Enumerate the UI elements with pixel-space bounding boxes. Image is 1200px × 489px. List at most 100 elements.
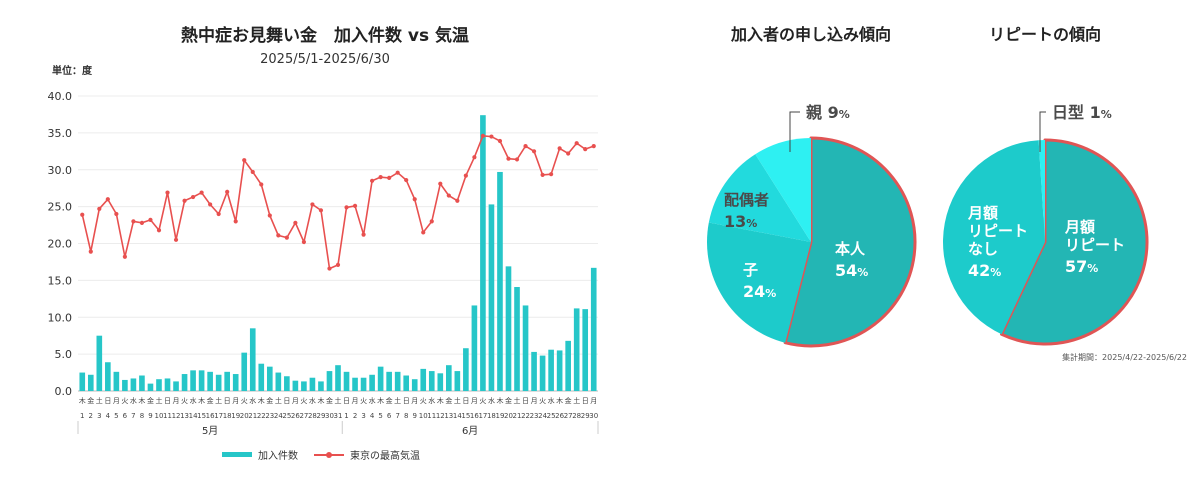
line-point — [225, 189, 230, 194]
bar — [531, 351, 537, 391]
line-point — [156, 228, 162, 233]
pie1-title: 加入者の申し込み傾向 — [730, 25, 891, 44]
bar — [207, 371, 213, 391]
x-tick-weekday: 火 — [360, 397, 367, 405]
month-label: 6月 — [462, 425, 478, 437]
pie-leader-line — [789, 111, 800, 152]
line-point — [352, 203, 358, 208]
x-tick-date: 22 — [521, 412, 530, 420]
y-tick-label: 0.0 — [55, 385, 73, 398]
y-tick-label: 10.0 — [48, 311, 73, 324]
x-tick-date: 8 — [404, 412, 408, 420]
bar — [420, 368, 427, 391]
line-point — [421, 230, 426, 235]
line-point — [80, 212, 85, 217]
pie-slice — [1038, 140, 1045, 242]
x-tick-weekday: 日 — [343, 397, 350, 405]
y-axis-ticks: 0.0 5.0 10.0 15.0 20.0 25.0 30.0 35.0 40.0 — [48, 90, 73, 398]
bar-series — [79, 115, 597, 392]
x-tick-date: 23 — [265, 412, 274, 420]
line-point — [284, 235, 289, 240]
x-tick-weekday: 日 — [164, 397, 171, 405]
month-label: 5月 — [202, 425, 218, 437]
x-tick-weekday: 金 — [87, 396, 94, 405]
x-tick-weekday: 金 — [445, 396, 452, 405]
x-tick-weekday: 日 — [224, 397, 231, 405]
line-point — [216, 211, 221, 217]
bar — [360, 377, 367, 391]
line-point — [591, 144, 596, 149]
line-point — [88, 249, 93, 254]
bar — [232, 374, 239, 391]
x-tick-date: 21 — [513, 412, 522, 420]
x-tick-weekday: 水 — [428, 396, 435, 405]
line-point — [523, 144, 528, 149]
legend-swatch-temperature-dot — [326, 452, 332, 458]
y-tick-label: 30.0 — [48, 164, 73, 177]
x-tick-date: 5 — [114, 412, 118, 420]
line-point — [276, 233, 281, 238]
pie-value: 54% — [835, 261, 868, 280]
pie-label: 月額 — [967, 204, 998, 222]
x-tick-weekday: 金 — [505, 396, 512, 405]
x-tick-weekday: 木 — [79, 396, 86, 405]
x-tick-date: 18 — [223, 412, 232, 420]
line-point — [361, 232, 366, 237]
line-point — [114, 211, 119, 217]
x-tick-weekday: 木 — [317, 396, 324, 405]
bar — [505, 266, 512, 391]
bar — [215, 374, 222, 391]
line-point — [267, 213, 272, 218]
bar — [403, 375, 410, 391]
bar — [164, 378, 171, 391]
pie-value: 57% — [1065, 257, 1098, 276]
pie-slice — [708, 154, 811, 242]
y-tick-label: 25.0 — [48, 201, 73, 214]
x-tick-date: 12 — [172, 412, 181, 420]
x-tick-date: 29 — [581, 412, 590, 420]
x-tick-date: 30 — [589, 412, 598, 420]
line-point — [574, 141, 579, 146]
bar — [411, 379, 418, 391]
line-point — [455, 198, 460, 203]
x-tick-weekday: 木 — [138, 396, 145, 405]
x-tick-date: 30 — [325, 412, 334, 420]
x-tick-date: 28 — [572, 412, 581, 420]
line-point — [208, 202, 213, 207]
pie-label: 子 — [743, 261, 758, 279]
pie-slice-highlight-outline — [783, 136, 917, 348]
x-tick-date: 7 — [131, 412, 135, 420]
x-tick-weekday: 金 — [147, 396, 154, 405]
x-tick-date: 24 — [274, 412, 283, 420]
bar — [369, 374, 375, 391]
x-tick-weekday: 日 — [283, 397, 290, 405]
bar — [446, 365, 452, 391]
x-tick-weekday: 月 — [292, 397, 299, 405]
bar — [497, 171, 503, 391]
bar — [130, 378, 137, 391]
x-tick-date: 4 — [106, 412, 111, 420]
aggregation-period-note: 集計期間：2025/4/22-2025/6/22 — [1062, 352, 1187, 362]
bar — [258, 363, 265, 391]
x-tick-date: 11 — [427, 412, 436, 420]
x-tick-weekday: 土 — [394, 396, 401, 405]
x-tick-date: 2 — [353, 412, 357, 420]
line-point — [531, 149, 537, 154]
x-tick-date: 2 — [89, 412, 93, 420]
pie-label: リピート — [968, 222, 1028, 240]
x-tick-date: 7 — [395, 412, 399, 420]
line-point — [566, 151, 571, 156]
line-point — [105, 197, 110, 202]
bar — [437, 373, 444, 391]
bar — [428, 371, 435, 391]
x-tick-date: 26 — [555, 412, 564, 420]
pie-label: 本人 — [835, 240, 866, 258]
x-tick-weekday: 土 — [275, 396, 282, 405]
x-tick-weekday: 火 — [241, 397, 248, 405]
y-axis-unit-label: 単位：度 — [52, 64, 93, 77]
x-tick-date: 16 — [206, 412, 215, 420]
bar — [548, 349, 554, 391]
x-tick-date: 20 — [240, 412, 249, 420]
line-point — [344, 205, 349, 210]
